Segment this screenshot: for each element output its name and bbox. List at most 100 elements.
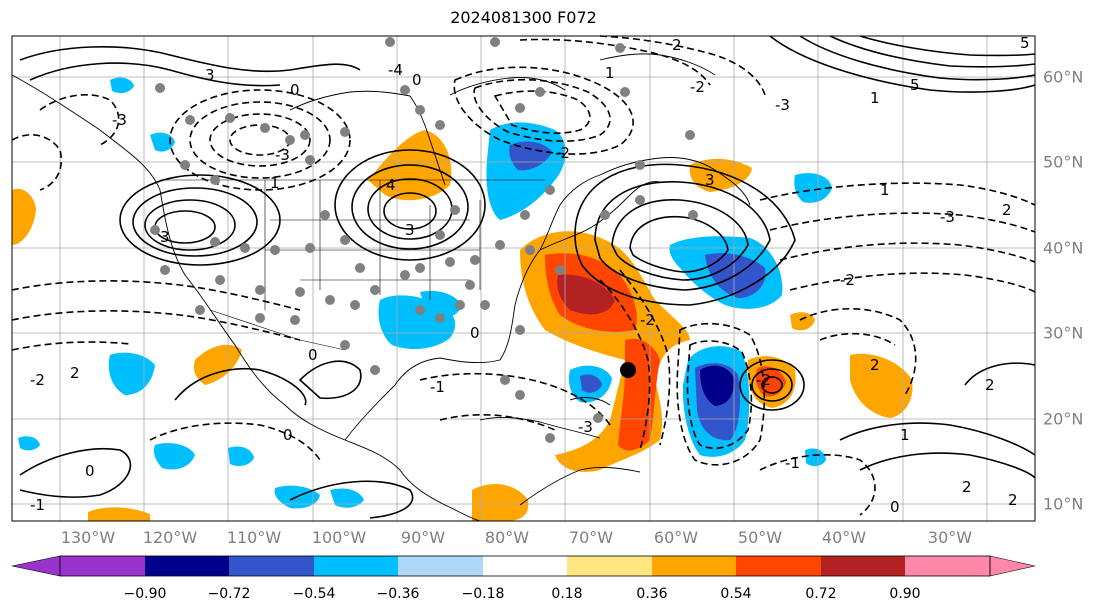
map-title: 2024081300 F072 xyxy=(450,8,597,27)
longitude-label: 130°W xyxy=(60,528,116,547)
contour-label: 1 xyxy=(880,181,890,199)
colorbar-bin xyxy=(736,556,821,576)
contour-label: -3 xyxy=(578,418,593,436)
contour-south-atlantic xyxy=(759,454,876,516)
contour-label: 0 xyxy=(890,498,900,516)
contour-trough-canada-1 xyxy=(453,66,634,155)
colorbar-tick-label: −0.18 xyxy=(461,586,505,602)
contour-cyclone-3 xyxy=(761,376,783,394)
contour-label: 1 xyxy=(270,174,280,192)
contour-cyclone-2 xyxy=(751,368,793,402)
longitude-label: 30°W xyxy=(927,528,973,547)
colorbar-bin xyxy=(60,556,145,576)
negative-shading-bahamas-core xyxy=(580,374,602,393)
contour-caribbean-1 xyxy=(419,372,611,426)
longitude-label: 80°W xyxy=(484,528,530,547)
positive-shading-east-atlantic xyxy=(850,353,913,418)
negative-shading-east-pacific xyxy=(108,352,155,395)
contour-subtropical-atlantic-2 xyxy=(819,332,896,346)
contour-label: 0 xyxy=(85,462,95,480)
contour-northwest-2 xyxy=(29,62,281,87)
contour-pacific-band-3 xyxy=(11,341,131,351)
contour-subtropical-atlantic-1 xyxy=(799,308,917,396)
contour-label: 4 xyxy=(386,176,396,194)
negative-shading-west-pacific xyxy=(18,436,40,451)
contour-label: -3 xyxy=(775,96,790,114)
negative-shading-labrador-core xyxy=(509,141,552,171)
colorbar-tick-label: 0.72 xyxy=(805,586,837,602)
contour-pacific-band-1 xyxy=(11,280,301,311)
colorbar-bin xyxy=(652,556,736,576)
colorbar-bin xyxy=(314,556,398,576)
negative-shading-alaska-gulf xyxy=(150,132,175,152)
contour-trough-gulf-alaska-2 xyxy=(189,101,331,179)
longitude-label: 110°W xyxy=(226,528,282,547)
contour-atlantic-band-1 xyxy=(759,182,1036,206)
contour-caribbean-2 xyxy=(439,414,556,431)
contour-northeast-3 xyxy=(829,35,1036,68)
longitude-label: 60°W xyxy=(653,528,699,547)
contour-label: 2 xyxy=(1002,201,1012,219)
contour-label: 0 xyxy=(470,324,480,342)
negative-shading-gulf-east xyxy=(420,290,462,319)
contour-label: 2 xyxy=(985,376,995,394)
contour-trough-canada-2 xyxy=(473,78,611,142)
positive-shading-newfoundland xyxy=(689,158,752,192)
positive-shading-west-edge xyxy=(12,188,36,245)
contour-mexico-pacific xyxy=(174,368,307,406)
contour-ridge-west-3 xyxy=(144,199,236,251)
contour-trough-gulf-alaska-1 xyxy=(169,89,351,191)
station-markers xyxy=(150,37,698,443)
colorbar-tick-label: 0.18 xyxy=(551,586,583,602)
contour-label: -3 xyxy=(940,208,955,226)
contour-south-pacific xyxy=(19,447,132,498)
contour-north-2 xyxy=(599,35,766,96)
latitude-label: 40°N xyxy=(1043,238,1084,258)
colorbar-tick-label: −0.72 xyxy=(207,586,251,602)
contour-atlantic-band-2 xyxy=(769,212,1036,233)
contour-label: 2 xyxy=(672,36,682,54)
colorbar-bin xyxy=(229,556,314,576)
colorbar-tick-label: −0.54 xyxy=(292,586,336,602)
contour-label: 2 xyxy=(870,356,880,374)
contour-ridge-atlantic-2 xyxy=(594,181,771,291)
longitude-label: 120°W xyxy=(142,528,198,547)
contour-label: 2 xyxy=(1008,491,1018,509)
colorbar-tick-label: 0.36 xyxy=(636,586,668,602)
latitude-label: 50°N xyxy=(1043,152,1084,172)
contour-northeast-4 xyxy=(859,35,1036,57)
contour-ridge-plains-2 xyxy=(351,164,469,250)
positive-shading-south-america xyxy=(472,484,529,521)
shaded-fields xyxy=(12,77,913,521)
colorbar-bin xyxy=(821,556,905,576)
solid-contours xyxy=(19,35,1036,519)
contour-west-edge xyxy=(11,134,62,191)
contour-label: -2 xyxy=(690,78,705,96)
positive-shading-mid-atlantic xyxy=(790,312,815,331)
contour-central-mexico xyxy=(298,360,362,400)
contour-label: -2 xyxy=(840,271,855,289)
contour-northwest-1 xyxy=(19,46,361,73)
contour-atlantic-band-3 xyxy=(779,242,1036,263)
contour-ridge-west-1 xyxy=(119,174,281,266)
contour-label: 0 xyxy=(308,346,318,364)
contour-label: 1 xyxy=(900,426,910,444)
colorbar-under-arrow xyxy=(11,555,61,577)
storm-center-marker xyxy=(620,362,636,378)
contour-label: 1 xyxy=(605,64,615,82)
positive-shading-max xyxy=(557,274,615,315)
contour-east-atlantic-2 xyxy=(859,452,1036,479)
negative-shading-hawaii xyxy=(153,443,195,470)
contour-label: 1 xyxy=(870,89,880,107)
colorbar-over-arrow xyxy=(989,555,1036,577)
contour-label: 2 xyxy=(70,364,80,382)
longitude-label: 70°W xyxy=(568,528,614,547)
latitude-label: 10°N xyxy=(1043,494,1084,514)
negative-shading-northeast-atlantic xyxy=(794,173,832,203)
longitude-label: 90°W xyxy=(400,528,446,547)
contour-ridge-atlantic-3 xyxy=(611,199,749,281)
contour-label: 5 xyxy=(1020,34,1030,52)
positive-shading-south-pacific xyxy=(88,507,150,521)
contour-pacific-band-2 xyxy=(11,310,301,341)
